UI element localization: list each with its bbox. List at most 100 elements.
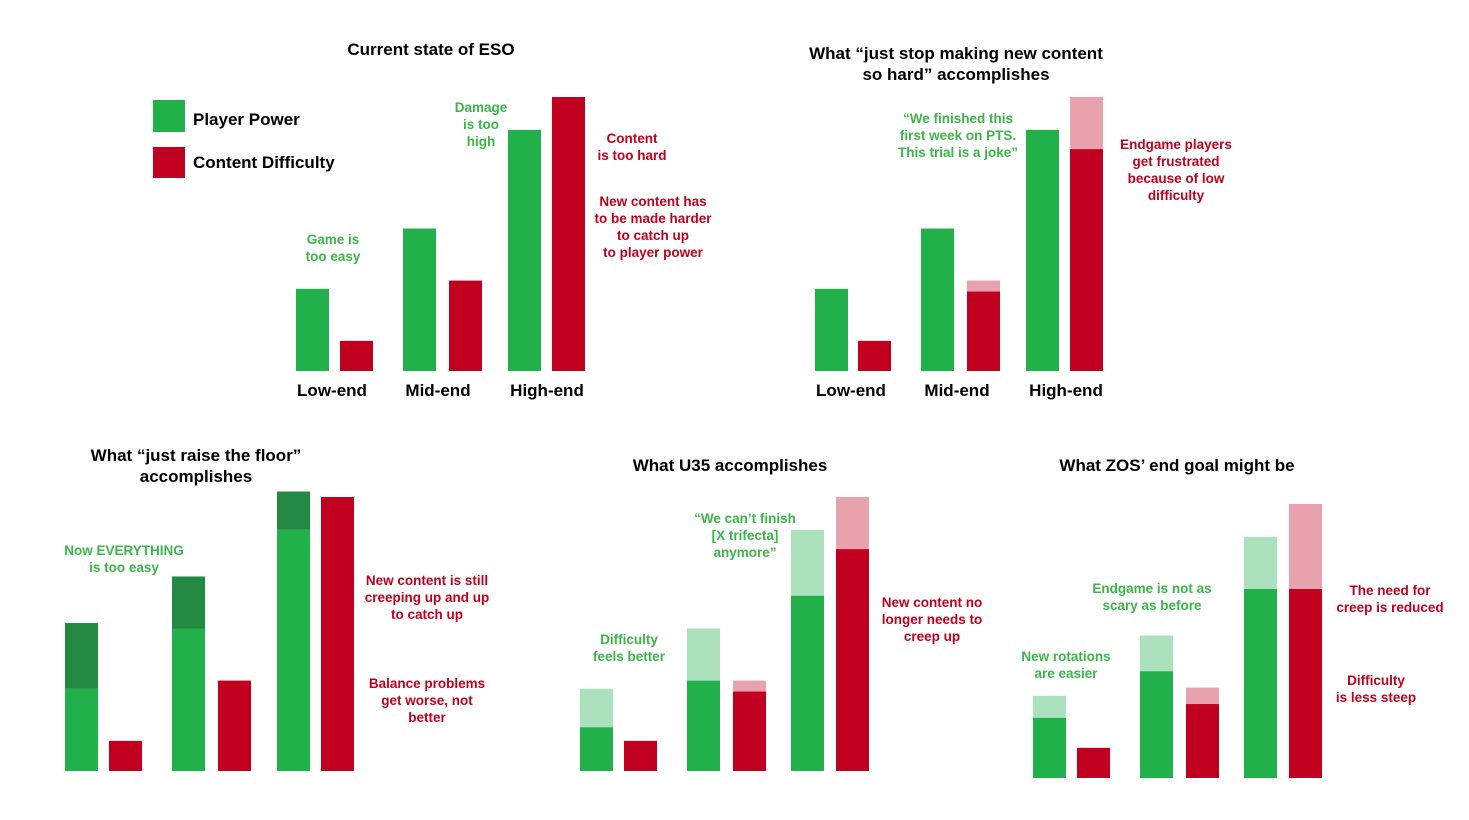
bar-content-difficulty-mid-end-base bbox=[449, 280, 482, 371]
bar-player-power-mid-end-base bbox=[172, 628, 205, 771]
annotation-text: too easy bbox=[306, 249, 361, 264]
annotation-text: to catch up bbox=[391, 607, 463, 622]
annotation-text: first week on PTS. bbox=[900, 128, 1016, 143]
annotation-text: “We finished this bbox=[903, 111, 1013, 126]
bar-player-power-mid-end-base bbox=[921, 228, 954, 371]
category-label: Low-end bbox=[816, 381, 886, 400]
annotation-text: get worse, not bbox=[381, 693, 473, 708]
annotation-text: Content bbox=[607, 131, 658, 146]
category-label: Low-end bbox=[297, 381, 367, 400]
annotation-text: New content no bbox=[882, 595, 983, 610]
bar-player-power-high-end-base bbox=[508, 129, 541, 371]
bar-player-power-low-end-base bbox=[65, 688, 98, 771]
bar-player-power-high-end-removed bbox=[791, 529, 824, 596]
bar-content-difficulty-high-end-removed bbox=[836, 497, 869, 550]
annotation-text: is too bbox=[463, 117, 499, 132]
annotation-text: Damage bbox=[455, 100, 508, 115]
bar-content-difficulty-mid-end-base bbox=[733, 691, 766, 771]
bar-player-power-high-end-removed bbox=[1244, 536, 1277, 589]
annotation-text: creep up bbox=[904, 629, 960, 644]
bar-content-difficulty-mid-end-removed bbox=[1186, 687, 1219, 705]
legend-label-content-difficulty: Content Difficulty bbox=[193, 153, 335, 172]
bar-content-difficulty-high-end-removed bbox=[1289, 504, 1322, 589]
bar-player-power-mid-end-base bbox=[687, 680, 720, 771]
legend-swatch-player-power bbox=[153, 100, 185, 132]
annotation-text: creep is reduced bbox=[1336, 600, 1443, 615]
chart-stop-hard: What “just stop making new content so har… bbox=[809, 44, 1232, 400]
annotation-text: Game is bbox=[307, 232, 360, 247]
bar-player-power-high-end-base bbox=[1244, 588, 1277, 778]
bar-player-power-high-end-base bbox=[1026, 129, 1059, 371]
bar-content-difficulty-low-end-base bbox=[624, 740, 657, 771]
annotation-text: New content is still bbox=[366, 573, 488, 588]
annotation-text: [X trifecta] bbox=[712, 528, 779, 543]
chart-raise-floor: What “just raise the floor” accomplishes N… bbox=[64, 446, 489, 771]
legend-swatch-content-difficulty bbox=[153, 147, 185, 178]
chart-current: Current state of ESO Low-end Mid-end High-e… bbox=[296, 40, 712, 400]
annotation-text: Endgame players bbox=[1120, 137, 1232, 152]
bar-content-difficulty-low-end-base bbox=[858, 340, 891, 371]
annotation-text: This trial is a joke” bbox=[898, 145, 1018, 160]
annotation-text: scary as before bbox=[1102, 598, 1202, 613]
bar-content-difficulty-low-end-base bbox=[340, 340, 373, 371]
bar-player-power-low-end-base bbox=[296, 288, 329, 371]
annotation-text: is less steep bbox=[1336, 690, 1416, 705]
annotation-text: to catch up bbox=[617, 228, 689, 243]
bar-content-difficulty-high-end-base bbox=[552, 97, 585, 371]
chart-u35: What U35 accomplishes Difficulty feels bet… bbox=[580, 456, 982, 771]
annotation-text: Balance problems bbox=[369, 676, 485, 691]
category-label: Mid-end bbox=[924, 381, 989, 400]
legend: Player Power Content Difficulty bbox=[153, 100, 335, 178]
bar-player-power-high-end-base bbox=[791, 595, 824, 771]
annotation-text: high bbox=[467, 134, 496, 149]
annotation-text: is too easy bbox=[89, 560, 159, 575]
bar-content-difficulty-mid-end-reduced bbox=[967, 280, 1000, 292]
bar-player-power-low-end-removed bbox=[1033, 695, 1066, 718]
annotation-text: creeping up and up bbox=[365, 590, 490, 605]
bar-player-power-high-end-base bbox=[277, 529, 310, 771]
bar-content-difficulty-mid-end-base bbox=[218, 680, 251, 771]
annotation-text: Now EVERYTHING bbox=[64, 543, 184, 558]
annotation-text: is too hard bbox=[597, 148, 666, 163]
annotation-text: Endgame is not as bbox=[1092, 581, 1211, 596]
bar-player-power-mid-end-removed bbox=[1140, 635, 1173, 672]
annotation-text: Difficulty bbox=[600, 632, 658, 647]
bar-player-power-low-end-base bbox=[1033, 717, 1066, 778]
chart-title: What U35 accomplishes bbox=[633, 456, 828, 475]
bar-content-difficulty-high-end-base bbox=[1070, 149, 1103, 371]
annotation-text: The need for bbox=[1349, 583, 1431, 598]
bar-content-difficulty-high-end-base bbox=[321, 497, 354, 771]
chart-title: Current state of ESO bbox=[347, 40, 514, 59]
chart-zos-goal: What ZOS’ end goal might be New rotations… bbox=[1021, 456, 1444, 778]
bar-player-power-high-end-added bbox=[277, 491, 310, 530]
annotation-text: “We can’t finish bbox=[694, 511, 796, 526]
bar-content-difficulty-low-end-base bbox=[1077, 747, 1110, 778]
annotation-text: better bbox=[408, 710, 446, 725]
category-label: Mid-end bbox=[405, 381, 470, 400]
chart-title: What “just raise the floor” bbox=[91, 446, 302, 465]
legend-label-player-power: Player Power bbox=[193, 110, 300, 129]
chart-title: What ZOS’ end goal might be bbox=[1059, 456, 1294, 475]
bar-content-difficulty-high-end-base bbox=[1289, 588, 1322, 778]
bar-player-power-mid-end-added bbox=[172, 576, 205, 629]
bar-player-power-low-end-added bbox=[65, 623, 98, 689]
bar-content-difficulty-high-end-reduced bbox=[1070, 97, 1103, 150]
bar-player-power-mid-end-removed bbox=[687, 628, 720, 681]
bar-content-difficulty-low-end-base bbox=[109, 740, 142, 771]
annotation-text: to player power bbox=[603, 245, 704, 260]
annotation-text: to be made harder bbox=[594, 211, 712, 226]
chart-title: What “just stop making new content bbox=[809, 44, 1103, 63]
bar-content-difficulty-high-end-base bbox=[836, 549, 869, 771]
chart-title: accomplishes bbox=[140, 467, 252, 486]
category-label: High-end bbox=[1029, 381, 1103, 400]
annotation-text: New content has bbox=[599, 194, 706, 209]
annotation-text: because of low bbox=[1128, 171, 1225, 186]
annotation-text: longer needs to bbox=[882, 612, 983, 627]
category-label: High-end bbox=[510, 381, 584, 400]
bar-content-difficulty-mid-end-base bbox=[1186, 704, 1219, 778]
bar-player-power-mid-end-base bbox=[1140, 671, 1173, 778]
bar-content-difficulty-mid-end-base bbox=[967, 291, 1000, 371]
annotation-text: difficulty bbox=[1148, 188, 1205, 203]
annotation-text: get frustrated bbox=[1132, 154, 1219, 169]
